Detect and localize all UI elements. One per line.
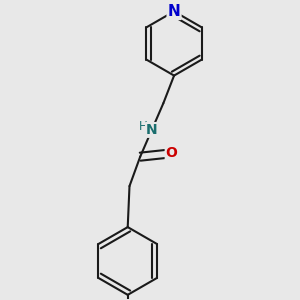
Text: N: N bbox=[146, 123, 158, 137]
Text: H: H bbox=[139, 120, 147, 133]
Text: N: N bbox=[168, 4, 180, 19]
Text: O: O bbox=[166, 146, 177, 160]
